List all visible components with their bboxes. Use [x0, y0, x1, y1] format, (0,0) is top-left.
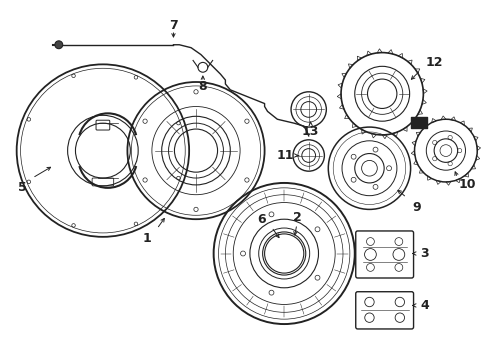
Text: 9: 9 [412, 201, 421, 214]
Text: 5: 5 [18, 181, 27, 194]
Text: 11: 11 [276, 149, 294, 162]
Text: 8: 8 [198, 80, 207, 93]
Text: 13: 13 [302, 125, 319, 138]
Text: 7: 7 [169, 19, 178, 32]
Text: 12: 12 [425, 56, 443, 69]
Text: 6: 6 [257, 213, 266, 226]
Text: 2: 2 [293, 211, 301, 224]
Text: 1: 1 [143, 232, 151, 245]
Text: 10: 10 [459, 179, 476, 192]
Circle shape [55, 41, 63, 49]
Text: 3: 3 [420, 247, 429, 260]
Text: 4: 4 [420, 299, 429, 312]
